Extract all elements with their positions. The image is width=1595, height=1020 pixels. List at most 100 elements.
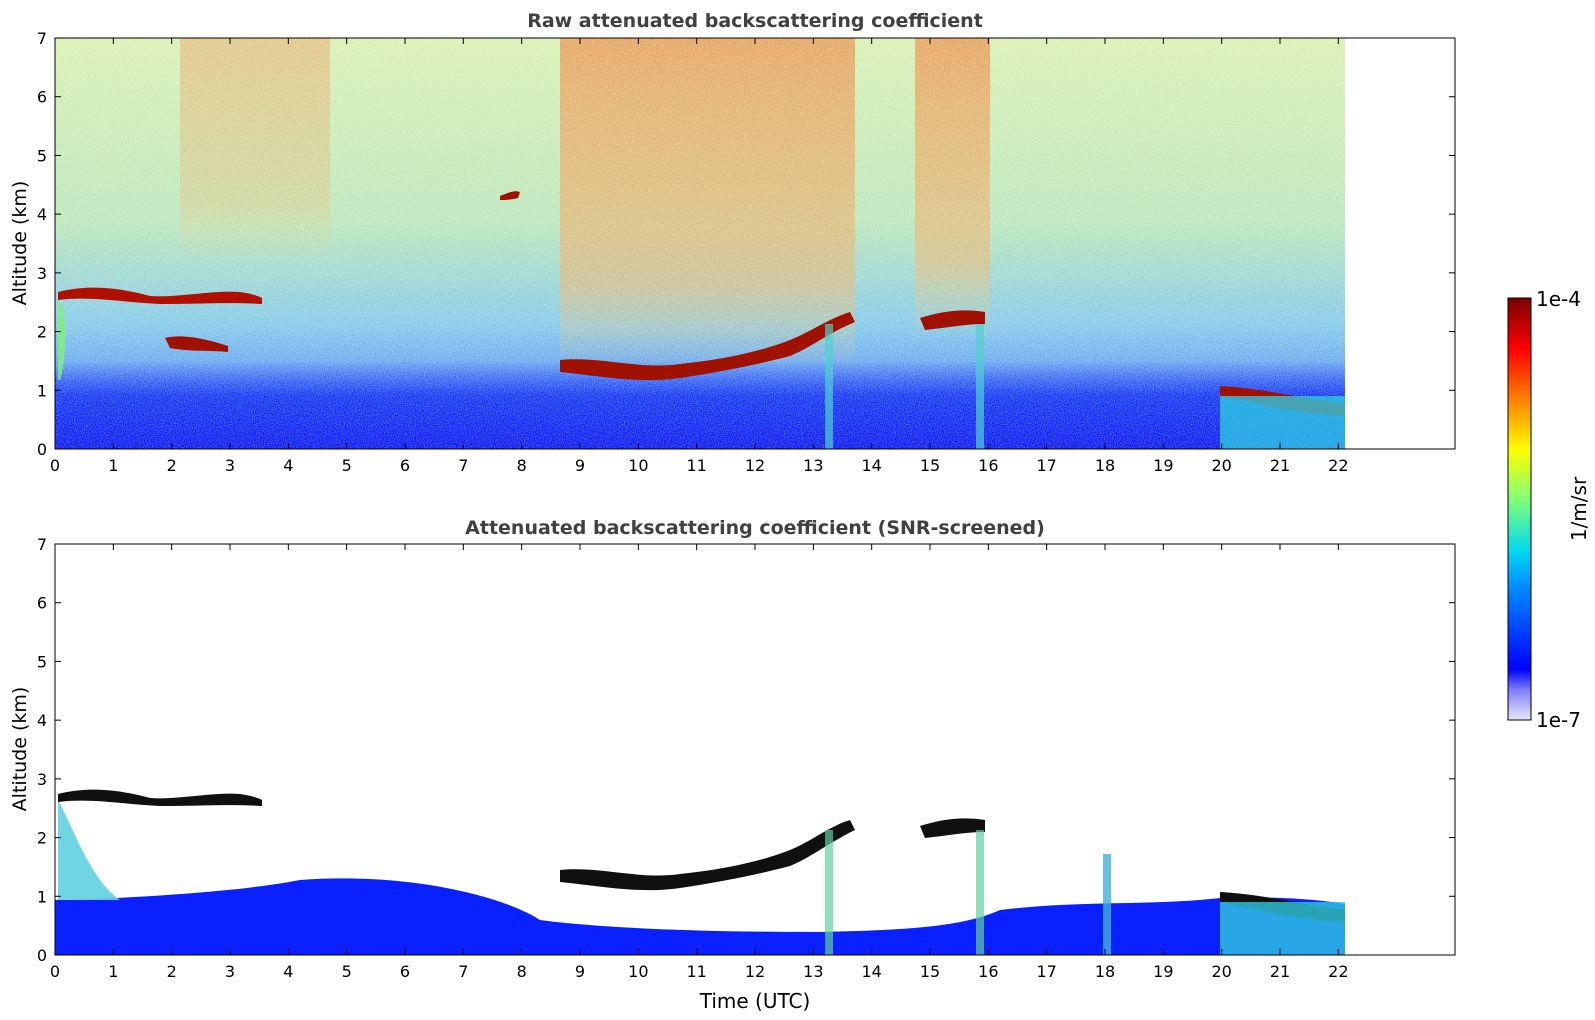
cloud-layer-4 xyxy=(560,312,855,381)
bottom-x-axis: 0 1 2 3 4 5 6 7 8 9 10 11 12 13 14 15 16 17 18 19 20 21 22 xyxy=(50,544,1349,981)
top-y-tick-label-1: 1 xyxy=(37,381,47,400)
top-x-tick-label-9: 9 xyxy=(575,456,585,475)
x-axis-label: Time (UTC) xyxy=(699,989,811,1013)
top-x-tick-label-22: 22 xyxy=(1328,456,1348,475)
top-y-tick-label-2: 2 xyxy=(37,323,47,342)
bottom-virga-1 xyxy=(58,800,120,900)
top-y-axis: 0 1 2 3 4 5 6 7 xyxy=(37,29,1455,459)
bottom-x-tick-label-16: 16 xyxy=(978,962,998,981)
top-y-tick-label-5: 5 xyxy=(37,146,47,165)
bottom-y-tick-label-5: 5 xyxy=(37,652,47,671)
bottom-x-tick-label-5: 5 xyxy=(342,962,352,981)
bottom-x-tick-label-6: 6 xyxy=(400,962,410,981)
bottom-x-tick-label-0: 0 xyxy=(50,962,60,981)
cloud-virga-4 xyxy=(825,324,833,449)
top-x-tick-label-11: 11 xyxy=(686,456,706,475)
bottom-panel: 0 1 2 3 4 5 6 7 8 9 10 11 12 13 14 15 16 17 18 19 20 21 22 012… xyxy=(9,517,1456,1013)
top-x-tick-label-4: 4 xyxy=(283,456,293,475)
colorbar-unit-label: 1/m/sr xyxy=(1567,476,1591,541)
top-x-tick-label-1: 1 xyxy=(108,456,118,475)
cloud-layer-2 xyxy=(165,336,228,352)
bottom-x-tick-label-18: 18 xyxy=(1095,962,1115,981)
bottom-x-tick-label-8: 8 xyxy=(517,962,527,981)
bottom-y-tick-label-3: 3 xyxy=(37,770,47,789)
cloud-layer-3 xyxy=(500,191,520,200)
top-x-tick-label-12: 12 xyxy=(745,456,765,475)
top-x-tick-label-2: 2 xyxy=(167,456,177,475)
top-panel: 0 1 2 3 4 5 6 7 8 9 10 11 12 13 14 15 16 17 18 19 20 21 22 012… xyxy=(9,10,1456,475)
bottom-y-axis-label: Altitude (km) xyxy=(9,687,31,812)
bottom-cloud-layer-1 xyxy=(58,789,262,806)
bottom-x-tick-label-2: 2 xyxy=(167,962,177,981)
bottom-x-tick-label-1: 1 xyxy=(108,962,118,981)
bottom-y-axis: 0 1 2 3 4 5 6 7 xyxy=(37,535,1455,965)
top-x-tick-label-18: 18 xyxy=(1095,456,1115,475)
bottom-y-tick-label-4: 4 xyxy=(37,711,47,730)
bottom-virga-18 xyxy=(1103,854,1111,955)
colorbar-max-label: 1e-4 xyxy=(1536,287,1581,311)
top-x-tick-label-3: 3 xyxy=(225,456,235,475)
top-y-tick-label-0: 0 xyxy=(37,440,47,459)
bottom-x-tick-label-21: 21 xyxy=(1270,962,1290,981)
top-x-tick-label-17: 17 xyxy=(1036,456,1056,475)
top-x-tick-label-13: 13 xyxy=(803,456,823,475)
bottom-x-tick-label-15: 15 xyxy=(920,962,940,981)
bottom-x-tick-label-13: 13 xyxy=(803,962,823,981)
top-y-tick-label-6: 6 xyxy=(37,88,47,107)
top-x-tick-label-19: 19 xyxy=(1153,456,1173,475)
colorbar-scale xyxy=(1507,297,1532,721)
bottom-virga-4 xyxy=(825,830,833,955)
top-y-tick-label-3: 3 xyxy=(37,264,47,283)
top-x-tick-label-6: 6 xyxy=(400,456,410,475)
top-x-tick-label-20: 20 xyxy=(1211,456,1231,475)
bottom-x-tick-label-9: 9 xyxy=(575,962,585,981)
cloud-layer-1 xyxy=(58,287,262,304)
top-no-data xyxy=(1345,38,1455,449)
bottom-x-tick-label-17: 17 xyxy=(1036,962,1056,981)
bottom-y-tick-label-1: 1 xyxy=(37,887,47,906)
bottom-y-tick-label-6: 6 xyxy=(37,594,47,613)
bottom-boundary-layer xyxy=(55,878,1345,955)
bottom-x-tick-label-3: 3 xyxy=(225,962,235,981)
bottom-x-tick-label-10: 10 xyxy=(628,962,648,981)
top-y-tick-label-7: 7 xyxy=(37,29,47,48)
top-x-tick-label-10: 10 xyxy=(628,456,648,475)
bottom-x-tick-label-20: 20 xyxy=(1211,962,1231,981)
cloud-precip-6 xyxy=(1220,396,1345,449)
bottom-x-tick-label-22: 22 xyxy=(1328,962,1348,981)
bottom-x-tick-label-19: 19 xyxy=(1153,962,1173,981)
top-x-tick-label-21: 21 xyxy=(1270,456,1290,475)
bottom-precip-6 xyxy=(1220,902,1345,955)
cloud-virga-5 xyxy=(976,324,984,449)
bottom-x-tick-label-7: 7 xyxy=(458,962,468,981)
top-x-axis: 0 1 2 3 4 5 6 7 8 9 10 11 12 13 14 15 16 17 18 19 20 21 22 xyxy=(50,38,1349,475)
top-chart-title: Raw attenuated backscattering coefficien… xyxy=(527,10,983,32)
bottom-chart-title: Attenuated backscattering coefficient (S… xyxy=(465,517,1045,539)
top-x-tick-label-7: 7 xyxy=(458,456,468,475)
cloud-virga-1 xyxy=(58,300,66,380)
top-noise-grain xyxy=(55,38,1345,449)
top-x-tick-label-0: 0 xyxy=(50,456,60,475)
bottom-y-tick-label-7: 7 xyxy=(37,535,47,554)
top-cloud-features xyxy=(58,191,1345,449)
top-x-tick-label-16: 16 xyxy=(978,456,998,475)
top-y-axis-label: Altitude (km) xyxy=(9,181,31,306)
bottom-y-tick-label-0: 0 xyxy=(37,946,47,965)
bottom-virga-5 xyxy=(976,830,984,955)
top-x-tick-label-15: 15 xyxy=(920,456,940,475)
colorbar-min-label: 1e-7 xyxy=(1536,708,1581,732)
top-x-tick-label-8: 8 xyxy=(517,456,527,475)
top-x-tick-label-14: 14 xyxy=(861,456,881,475)
colorbar: 1e-4 1e-7 1/m/sr xyxy=(1507,287,1591,732)
top-x-tick-label-5: 5 xyxy=(342,456,352,475)
top-y-tick-label-4: 4 xyxy=(37,205,47,224)
bottom-y-tick-label-2: 2 xyxy=(37,829,47,848)
cloud-layer-5 xyxy=(920,310,985,330)
top-heatmap xyxy=(55,38,1455,449)
bottom-heatmap xyxy=(55,544,1345,955)
bottom-cloud-layer-5 xyxy=(920,818,985,838)
bottom-x-tick-label-4: 4 xyxy=(283,962,293,981)
bottom-cloud-layer-4 xyxy=(560,820,855,891)
bottom-x-tick-label-12: 12 xyxy=(745,962,765,981)
